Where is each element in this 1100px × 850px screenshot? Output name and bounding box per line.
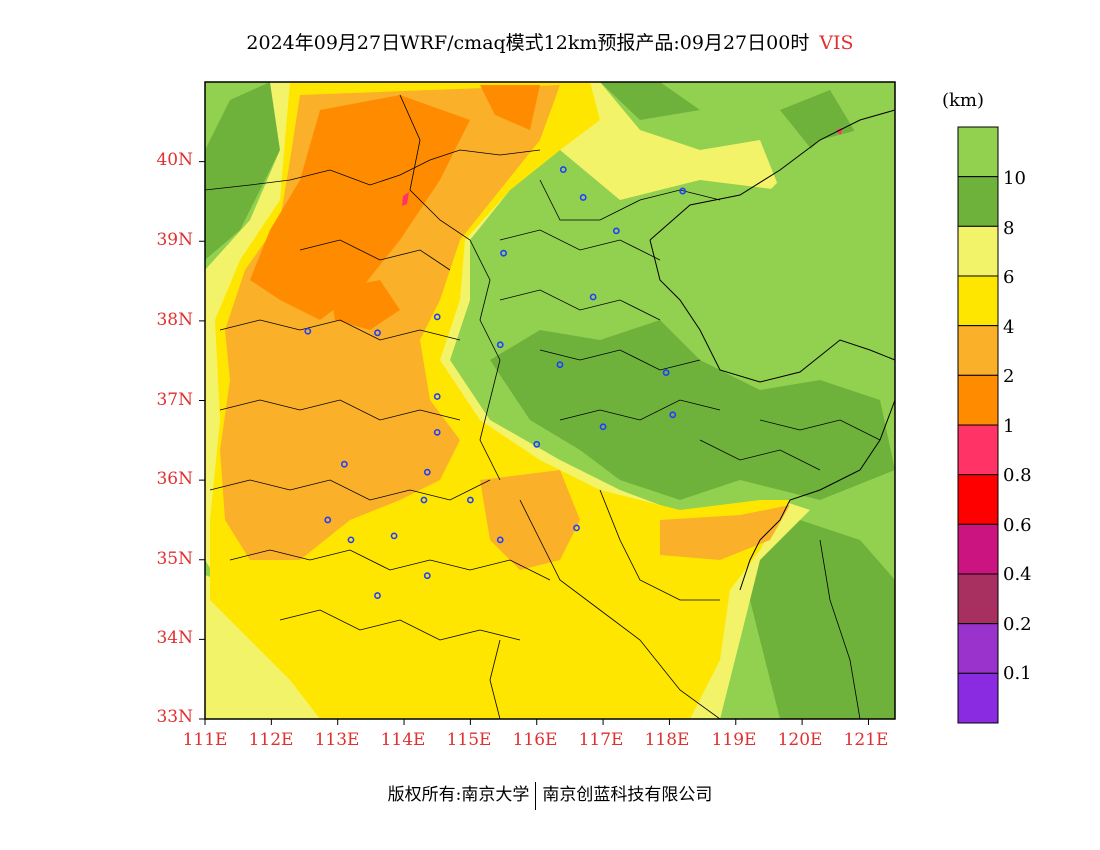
field-dark-green-shandong [490, 320, 895, 500]
legend-swatch [957, 275, 999, 327]
city-marker [496, 536, 504, 544]
admin-boundaries [205, 94, 881, 719]
city-marker [573, 524, 580, 532]
city-marker [324, 516, 332, 524]
legend-label-10: 10 [1003, 168, 1026, 189]
city-markers [304, 166, 687, 599]
legend-unit: (km) [942, 90, 985, 111]
legend-swatch [957, 176, 999, 227]
lon-label-119: 119E [711, 730, 757, 750]
field-dark-green-se [740, 520, 895, 719]
city-marker [433, 313, 441, 321]
legend-swatch [957, 374, 999, 426]
legend-swatch [957, 325, 999, 376]
lat-label-37: 37N [156, 390, 193, 410]
legend-swatch [957, 424, 999, 476]
city-marker [496, 341, 504, 349]
city-marker [466, 496, 474, 504]
lon-label-111: 111E [182, 730, 228, 750]
city-marker [347, 536, 355, 544]
lat-label-38: 38N [156, 310, 193, 330]
city-marker [374, 592, 381, 599]
city-marker [423, 572, 431, 580]
city-marker [423, 468, 431, 476]
axis-ticks [199, 161, 869, 725]
footer-left: 版权所有:南京大学 [387, 785, 530, 805]
visibility-field [205, 82, 895, 719]
lon-label-114: 114E [380, 730, 426, 750]
legend-swatch [957, 126, 999, 178]
legend-label-0-4: 0.4 [1003, 564, 1032, 585]
lon-label-121: 121E [843, 730, 889, 750]
legend-label-1: 1 [1003, 416, 1015, 437]
field-bohai-sea [640, 120, 895, 380]
lon-label-120: 120E [777, 730, 823, 750]
city-marker [390, 532, 398, 540]
city-marker [669, 411, 677, 419]
legend-swatch [957, 623, 999, 674]
city-marker [579, 194, 587, 201]
lat-label-40: 40N [156, 150, 193, 170]
field-dark-orange-central [330, 280, 400, 330]
coastline [649, 109, 895, 591]
legend-swatch [957, 672, 999, 724]
field-dark-orange-shanxi [250, 95, 470, 320]
lat-label-39: 39N [156, 230, 193, 250]
title-main: 2024年09月27日WRF/cmaq模式12km预报产品:09月27日00时 [246, 32, 810, 54]
footer-separator [535, 781, 537, 810]
field-low-vis-speck [402, 192, 409, 206]
legend-label-0-8: 0.8 [1003, 465, 1032, 486]
lon-label-113: 113E [314, 730, 360, 750]
lat-label-36: 36N [156, 469, 193, 489]
legend-swatch [957, 474, 999, 525]
city-marker [679, 187, 687, 195]
city-marker [500, 249, 507, 257]
legend-colorbar [957, 126, 999, 724]
copyright-footer: 版权所有:南京大学 南京创蓝科技有限公司 [0, 780, 1100, 810]
lon-label-116: 116E [512, 730, 558, 750]
field-dark-green-nw [205, 82, 280, 260]
city-marker [374, 329, 381, 337]
city-marker [556, 361, 564, 369]
field-orange-coast [660, 505, 790, 560]
lat-label-34: 34N [156, 628, 193, 648]
legend-swatch [957, 225, 999, 277]
lon-label-117: 117E [578, 730, 624, 750]
lon-label-112: 112E [248, 730, 294, 750]
city-marker [433, 393, 441, 400]
city-marker [559, 166, 567, 173]
map-title: 2024年09月27日WRF/cmaq模式12km预报产品:09月27日00时 V… [0, 28, 1100, 55]
legend-label-0-2: 0.2 [1003, 614, 1032, 635]
legend-label-8: 8 [1003, 218, 1015, 239]
legend-label-0-6: 0.6 [1003, 515, 1032, 536]
city-marker [420, 496, 428, 504]
footer-right: 南京创蓝科技有限公司 [542, 785, 713, 805]
field-dark-orange-north [480, 85, 540, 130]
city-marker [589, 293, 597, 301]
legend-label-2: 2 [1003, 366, 1015, 387]
city-marker [340, 460, 348, 468]
lon-label-118: 118E [644, 730, 690, 750]
legend-swatch [957, 573, 999, 625]
city-marker [533, 440, 541, 448]
lat-label-35: 35N [156, 549, 193, 569]
lat-label-33: 33N [156, 707, 193, 727]
legend-label-0-1: 0.1 [1003, 663, 1032, 684]
legend-label-6: 6 [1003, 267, 1015, 288]
legend-swatch [957, 523, 999, 575]
city-marker [304, 327, 312, 335]
city-marker [433, 428, 441, 436]
city-marker [662, 369, 670, 377]
field-dark-green-n [600, 82, 700, 120]
title-variable: VIS [819, 32, 854, 54]
city-marker [599, 423, 607, 431]
lon-label-115: 115E [446, 730, 492, 750]
city-marker [612, 227, 620, 235]
legend-label-4: 4 [1003, 317, 1015, 338]
